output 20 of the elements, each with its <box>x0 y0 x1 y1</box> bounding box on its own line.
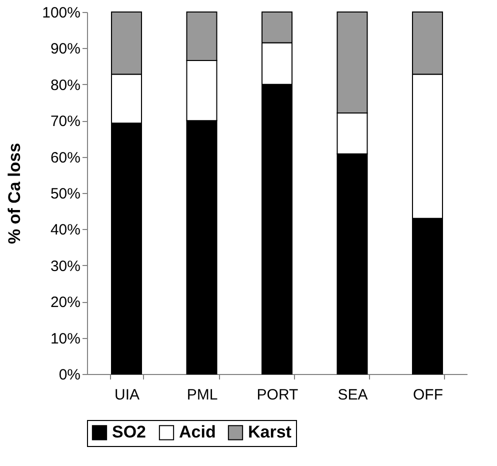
y-tick-label: 20% <box>50 294 80 312</box>
y-axis-title: % of Ca loss <box>5 142 24 244</box>
x-tick-label: SEA <box>338 386 368 404</box>
x-tick-label: PML <box>186 386 218 404</box>
y-tick-label: 60% <box>50 149 80 166</box>
y-tick-label: 0% <box>58 366 80 384</box>
y-tick-label: 90% <box>50 40 80 58</box>
y-tick-label: 80% <box>50 76 80 94</box>
y-tick-label: 70% <box>50 113 80 130</box>
x-tick-label: OFF <box>412 386 443 404</box>
x-tick-label: UIA <box>114 386 140 404</box>
y-tick-label: 10% <box>50 330 80 348</box>
y-tick-label: 30% <box>50 258 80 275</box>
legend-label: Acid <box>179 422 216 442</box>
y-tick-label: 100% <box>42 4 80 22</box>
y-tick-label: 40% <box>50 222 80 239</box>
y-tick-label: 50% <box>50 186 80 202</box>
x-tick-label: PORT <box>256 386 298 404</box>
legend-label: Karst <box>248 422 292 442</box>
legend-label: SO2 <box>112 422 146 442</box>
